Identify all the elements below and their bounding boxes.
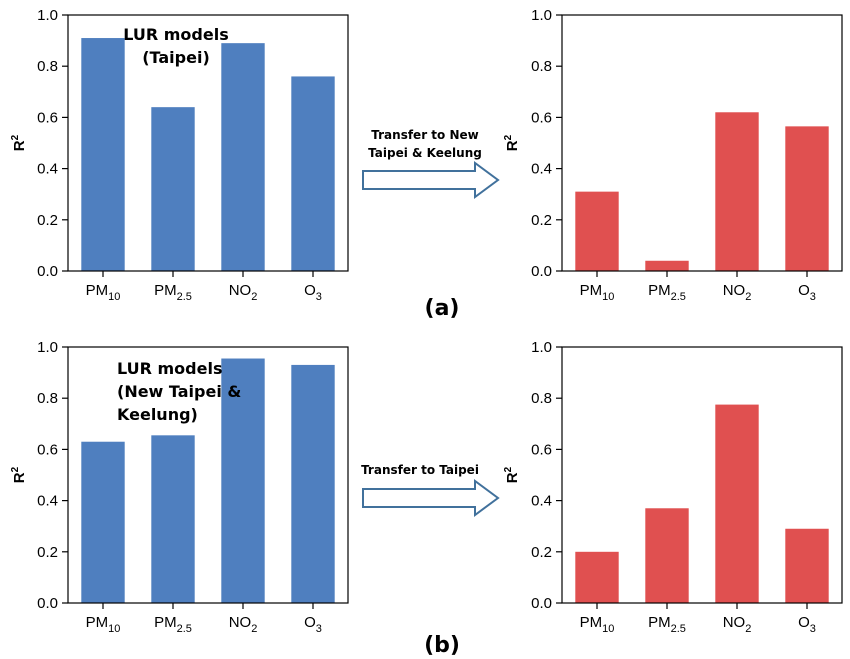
bar-pm10 (81, 38, 125, 271)
x-tick-label: O3 (304, 614, 322, 635)
x-tick-label: PM2.5 (648, 282, 686, 303)
arrow-label: Taipei & Keelung (368, 146, 482, 160)
y-tick-label: 0.8 (37, 58, 58, 75)
bar-pm25 (151, 107, 195, 271)
y-tick-label: 0.6 (531, 109, 552, 126)
y-axis-label: R2 (10, 134, 28, 151)
y-tick-label: 0.0 (37, 595, 58, 612)
bar-no2 (221, 43, 265, 271)
y-tick-label: 0.2 (37, 544, 58, 561)
chart-2: 0.0 0.2 0.4 0.6 0.8 1.0 PM10 PM2.5 NO2 O3 R2 (503, 7, 843, 303)
y-tick-label: 0.4 (531, 493, 552, 510)
transfer-arrow-1: Transfer to New Taipei & Keelung (362, 128, 500, 199)
bar-pm10 (575, 191, 619, 271)
chart-3: 0.0 0.2 0.4 0.6 0.8 1.0 PM10 PM2.5 NO2 O3 R2 LUR mo… (10, 339, 349, 635)
y-tick-label: 0.8 (531, 390, 552, 407)
bar-o3 (291, 364, 335, 603)
bar-no2 (715, 404, 759, 603)
x-tick-label: PM2.5 (648, 614, 686, 635)
y-tick-label: 0.0 (531, 595, 552, 612)
y-tick-label: 0.0 (37, 263, 58, 280)
plot-frame (67, 14, 349, 272)
x-tick-label: NO2 (723, 282, 752, 303)
x-tick-label: NO2 (723, 614, 752, 635)
y-tick-label: 0.6 (37, 109, 58, 126)
y-tick-label: 0.2 (531, 544, 552, 561)
x-tick-label: PM10 (580, 614, 615, 635)
y-tick-label: 0.8 (531, 58, 552, 75)
chart-annotation: LUR models (117, 359, 222, 378)
y-tick-label: 0.4 (37, 493, 58, 510)
panel-label: (b) (424, 633, 460, 658)
plot-frame (561, 346, 843, 604)
x-tick-label: PM2.5 (154, 282, 192, 303)
x-tick-label: PM10 (86, 614, 121, 635)
x-tick-label: PM10 (580, 282, 615, 303)
chart-1: 0.0 0.2 0.4 0.6 0.8 1.0 PM10 PM2.5 NO2 O3 R2 LUR mo… (10, 7, 349, 303)
arrow-label: Transfer to Taipei (361, 463, 479, 477)
x-tick-label: NO2 (229, 282, 258, 303)
transfer-arrow-2: Transfer to Taipei (361, 463, 500, 517)
bar-no2 (715, 112, 759, 271)
y-axis-label: R2 (503, 466, 521, 483)
bar-pm10 (575, 551, 619, 603)
y-tick-label: 0.0 (531, 263, 552, 280)
x-tick-label: NO2 (229, 614, 258, 635)
chart-annotation: LUR models (123, 25, 228, 44)
bar-o3 (785, 126, 829, 271)
y-tick-label: 0.2 (531, 212, 552, 229)
y-tick-label: 0.6 (531, 441, 552, 458)
y-tick-label: 1.0 (37, 7, 58, 24)
arrow-label: Transfer to New (371, 128, 478, 142)
bar-pm25 (645, 260, 689, 271)
bar-o3 (785, 528, 829, 603)
y-tick-label: 0.8 (37, 390, 58, 407)
plot-frame (67, 346, 349, 604)
bar-pm25 (645, 508, 689, 603)
x-tick-label: O3 (304, 282, 322, 303)
chart-annotation: (New Taipei & (117, 382, 241, 401)
y-tick-label: 1.0 (37, 339, 58, 356)
x-tick-label: O3 (798, 282, 816, 303)
y-axis-label: R2 (503, 134, 521, 151)
y-tick-label: 0.4 (531, 161, 552, 178)
chart-annotation: Keelung) (117, 405, 198, 424)
x-tick-label: O3 (798, 614, 816, 635)
y-tick-label: 0.4 (37, 161, 58, 178)
chart-annotation: (Taipei) (142, 48, 210, 67)
plot-frame (561, 14, 843, 272)
chart-4: 0.0 0.2 0.4 0.6 0.8 1.0 PM10 PM2.5 NO2 O3 R2 (503, 339, 843, 635)
bar-o3 (291, 76, 335, 271)
arrow-shape (362, 479, 500, 517)
arrow-shape (362, 161, 500, 199)
y-tick-label: 1.0 (531, 339, 552, 356)
bar-pm25 (151, 435, 195, 603)
bar-pm10 (81, 441, 125, 603)
x-tick-label: PM10 (86, 282, 121, 303)
y-tick-label: 1.0 (531, 7, 552, 24)
y-tick-label: 0.6 (37, 441, 58, 458)
y-tick-label: 0.2 (37, 212, 58, 229)
y-axis-label: R2 (10, 466, 28, 483)
x-tick-label: PM2.5 (154, 614, 192, 635)
panel-label: (a) (425, 296, 460, 321)
bar-no2 (221, 358, 265, 603)
